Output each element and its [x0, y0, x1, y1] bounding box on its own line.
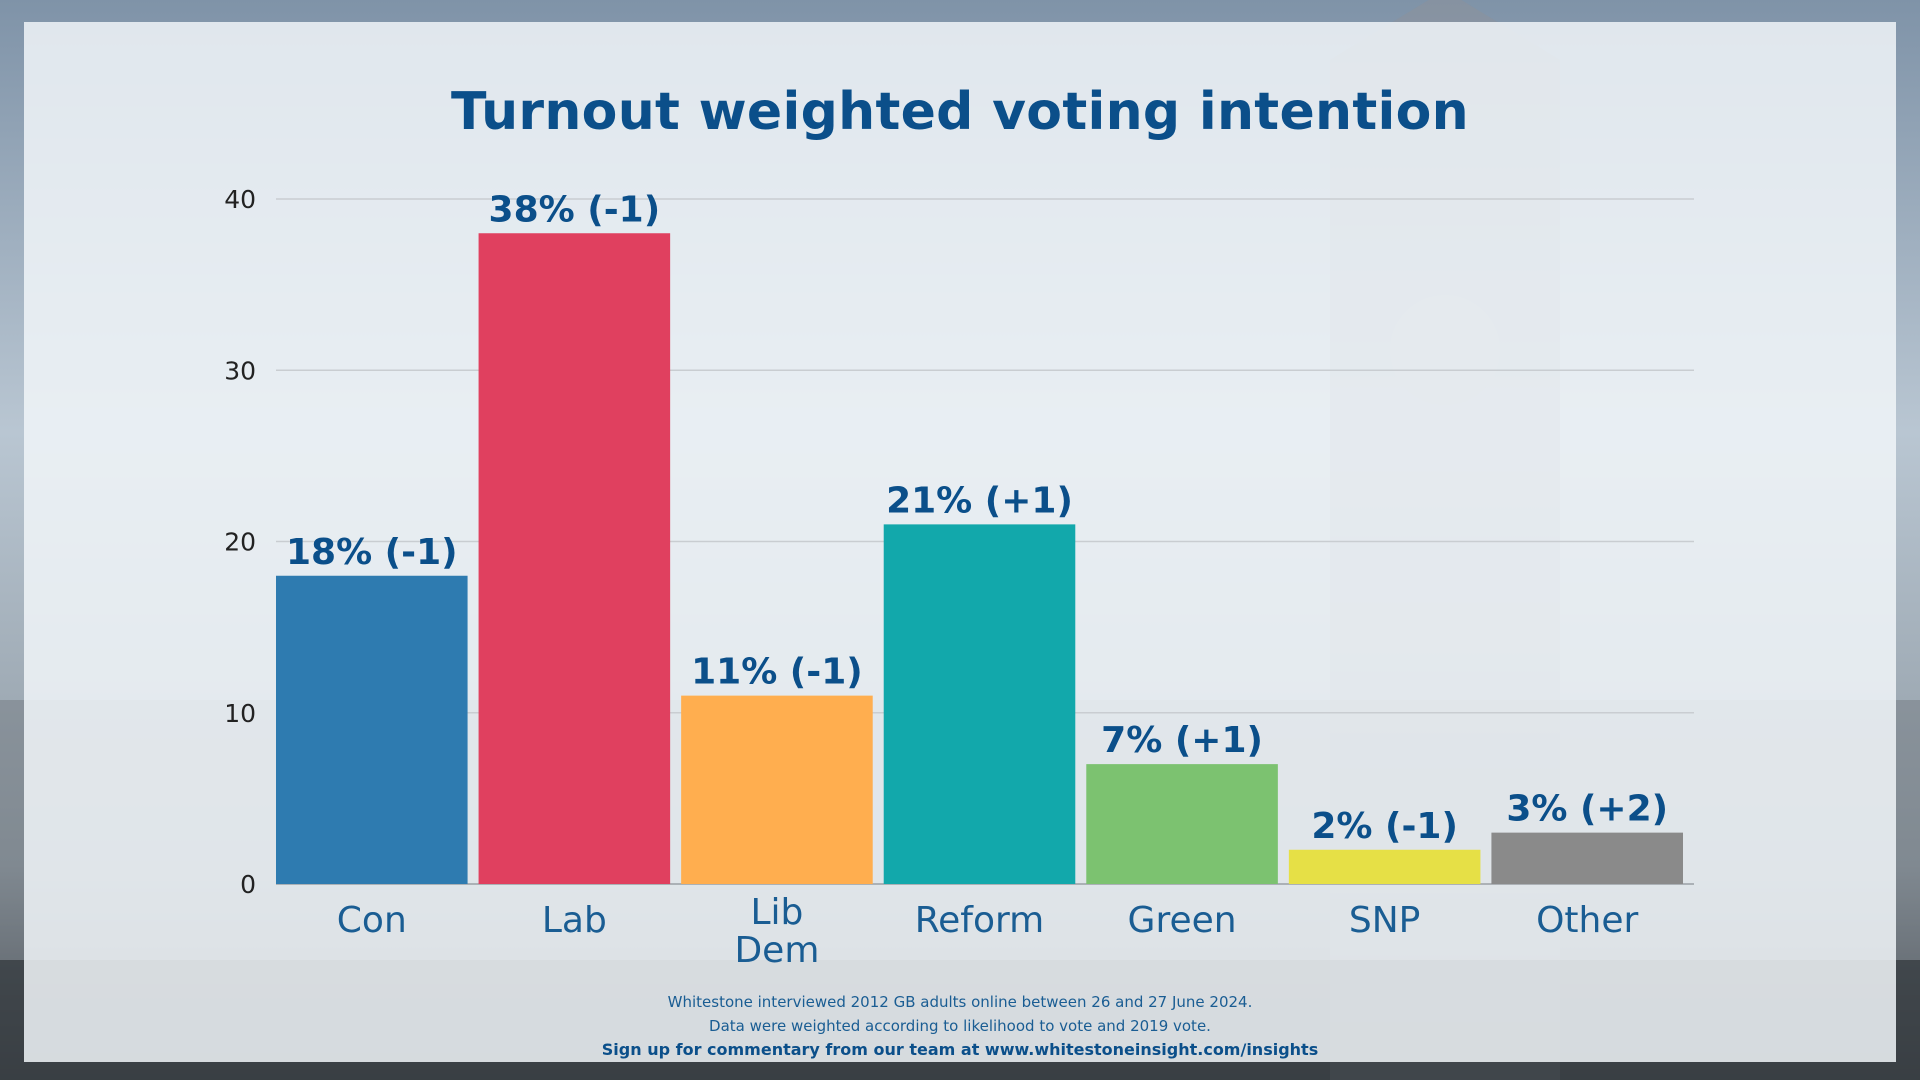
bar-lab — [478, 233, 671, 884]
chart-title: Turnout weighted voting intention — [451, 82, 1469, 142]
bar-con — [276, 575, 468, 884]
bar-green — [1086, 764, 1278, 884]
bar-lib-dem — [681, 695, 873, 884]
category-label: Green — [1128, 900, 1237, 941]
category-label: Lib — [750, 892, 803, 933]
footer-methodology-line: Whitestone interviewed 2012 GB adults on… — [667, 993, 1253, 1011]
data-label: 21% (+1) — [886, 480, 1073, 521]
data-label: 2% (-1) — [1311, 806, 1458, 847]
signup-link[interactable]: Sign up for commentary from our team at … — [601, 1040, 1319, 1059]
category-label: Lab — [542, 900, 607, 941]
y-tick-label: 10 — [224, 699, 256, 728]
data-labels: 18% (-1) 38% (-1) 11% (-1) 21% (+1) 7% (+1) 2… — [286, 189, 1668, 847]
category-label: Con — [337, 900, 407, 941]
bars — [276, 233, 1683, 884]
bar-snp — [1288, 849, 1481, 884]
footer-weighting-line: Data were weighted according to likeliho… — [709, 1017, 1211, 1035]
category-label: Reform — [915, 900, 1044, 941]
y-tick-label: 30 — [224, 356, 256, 385]
y-tick-label: 20 — [224, 528, 256, 557]
category-label: SNP — [1349, 900, 1421, 941]
data-label: 3% (+2) — [1506, 789, 1668, 830]
data-label: 38% (-1) — [489, 189, 661, 230]
data-label: 11% (-1) — [691, 652, 863, 693]
data-label: 18% (-1) — [286, 532, 458, 573]
category-label: Other — [1536, 900, 1638, 941]
bar-reform — [883, 524, 1076, 884]
data-label: 7% (+1) — [1101, 720, 1263, 761]
y-tick-label: 40 — [224, 185, 256, 214]
category-label: Dem — [734, 930, 819, 971]
bar-other — [1491, 832, 1683, 884]
y-tick-label: 0 — [240, 870, 256, 899]
y-axis-ticks: 0 10 20 30 40 — [224, 185, 256, 899]
footer: Whitestone interviewed 2012 GB adults on… — [0, 990, 1920, 1062]
